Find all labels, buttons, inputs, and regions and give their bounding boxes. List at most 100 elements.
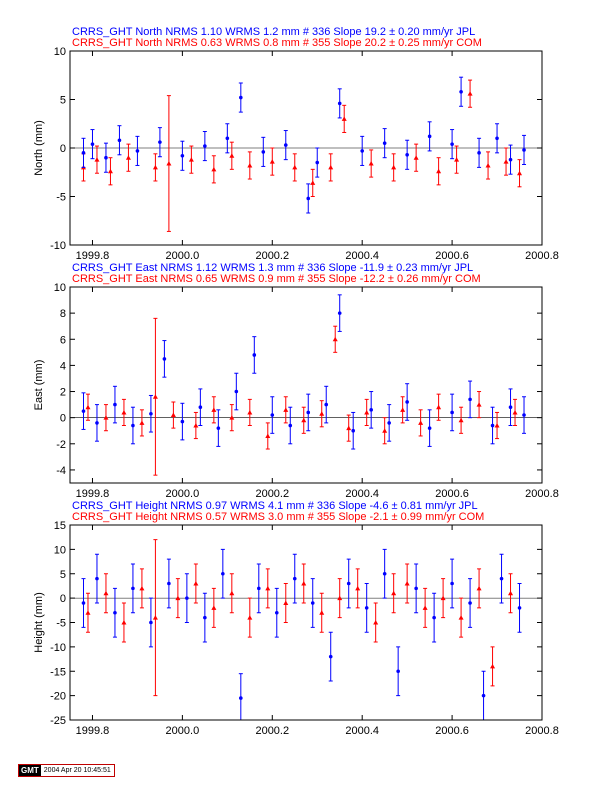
series-com [85,317,518,476]
data-point [283,407,289,412]
y-tick-label: -25 [50,715,66,727]
panel-1: CRRS_GHT North NRMS 1.10 WRMS 1.2 mm # 3… [33,26,559,262]
data-point [490,663,496,669]
gmt-stamp: GMT 2004 Apr 20 10:45:51 [18,764,115,777]
data-point [261,150,266,154]
data-point [203,144,207,148]
data-point [522,413,526,417]
y-axis-label: East (mm) [33,360,45,411]
x-tick-label: 2000.4 [345,725,379,737]
data-point [239,696,243,700]
x-tick-label: 2000.8 [525,725,559,737]
y-tick-label: 0 [60,593,66,605]
y-tick-label: 5 [60,569,66,581]
data-point [95,576,99,581]
data-point [405,152,409,157]
data-point [221,571,225,576]
data-point [494,423,500,428]
data-point [337,101,342,106]
data-point [440,595,446,601]
panel-header-jpl: CRRS_GHT East NRMS 1.12 WRMS 1.3 mm # 33… [72,262,473,274]
y-tick-label: -5 [56,192,66,204]
data-point [495,136,499,141]
data-point [117,138,122,143]
data-point [274,610,279,615]
data-point [328,654,333,659]
x-tick-label: 2000.0 [166,488,200,500]
data-point [503,159,509,164]
data-point [319,411,325,416]
data-point [404,581,410,586]
x-tick-label: 2000.8 [525,488,559,500]
data-point [113,402,117,407]
gmt-timestamp: 2004 Apr 20 10:45:51 [40,765,114,776]
x-tick-label: 2000.2 [255,488,289,500]
data-point [400,407,406,412]
x-tick-label: 2000.2 [255,250,289,262]
data-point [167,581,171,586]
data-point [158,140,162,144]
panel-2: CRRS_GHT East NRMS 1.12 WRMS 1.3 mm # 33… [33,262,559,500]
data-point [422,605,428,610]
data-point [152,615,158,620]
data-point [373,620,379,625]
data-point [360,149,364,153]
y-tick-label: 8 [60,308,66,320]
data-point [270,413,275,417]
data-point [337,595,343,601]
data-point [364,409,370,415]
data-point [369,408,373,412]
data-point [198,405,203,410]
data-point [103,590,109,596]
data-point [485,162,491,168]
data-point [346,425,352,431]
data-point [427,134,432,139]
data-point [310,601,315,605]
data-point [193,581,199,586]
data-point [458,615,464,620]
data-point [283,600,289,605]
y-tick-label: -10 [50,642,66,654]
data-point [427,426,432,430]
data-point [301,581,307,586]
data-point [265,433,271,438]
series-jpl [81,294,527,450]
data-point [229,153,235,158]
data-point [225,136,230,141]
data-point [113,610,117,615]
data-point [418,420,424,425]
y-tick-label: 0 [60,143,66,155]
data-point [458,417,464,423]
data-point [135,149,140,153]
data-point [211,605,217,610]
y-tick-label: -2 [56,439,66,451]
y-tick-label: -4 [56,465,66,477]
data-point [436,404,442,410]
data-point [152,164,158,170]
x-tick-label: 1999.8 [76,250,110,262]
x-tick-label: 2000.6 [435,250,469,262]
data-point [269,159,275,164]
data-point [382,428,388,433]
y-tick-label: 10 [54,544,66,556]
data-point [476,585,482,591]
data-point [166,161,172,166]
series-com [80,79,523,232]
data-point [306,196,311,201]
data-point [188,157,194,162]
panel-header-jpl: CRRS_GHT North NRMS 1.10 WRMS 1.2 mm # 3… [72,26,475,38]
y-tick-label: 10 [54,282,66,294]
data-point [283,143,288,147]
data-point [364,606,369,610]
data-point [508,157,513,162]
y-tick-label: -5 [56,618,66,630]
data-point [454,157,460,162]
data-point [324,402,329,407]
y-axis-label: North (mm) [33,120,45,176]
data-point [396,669,400,674]
data-point [229,590,235,596]
plot-area [70,539,542,720]
y-tick-label: 2 [60,387,66,399]
data-point [468,397,472,402]
data-point [180,419,185,424]
